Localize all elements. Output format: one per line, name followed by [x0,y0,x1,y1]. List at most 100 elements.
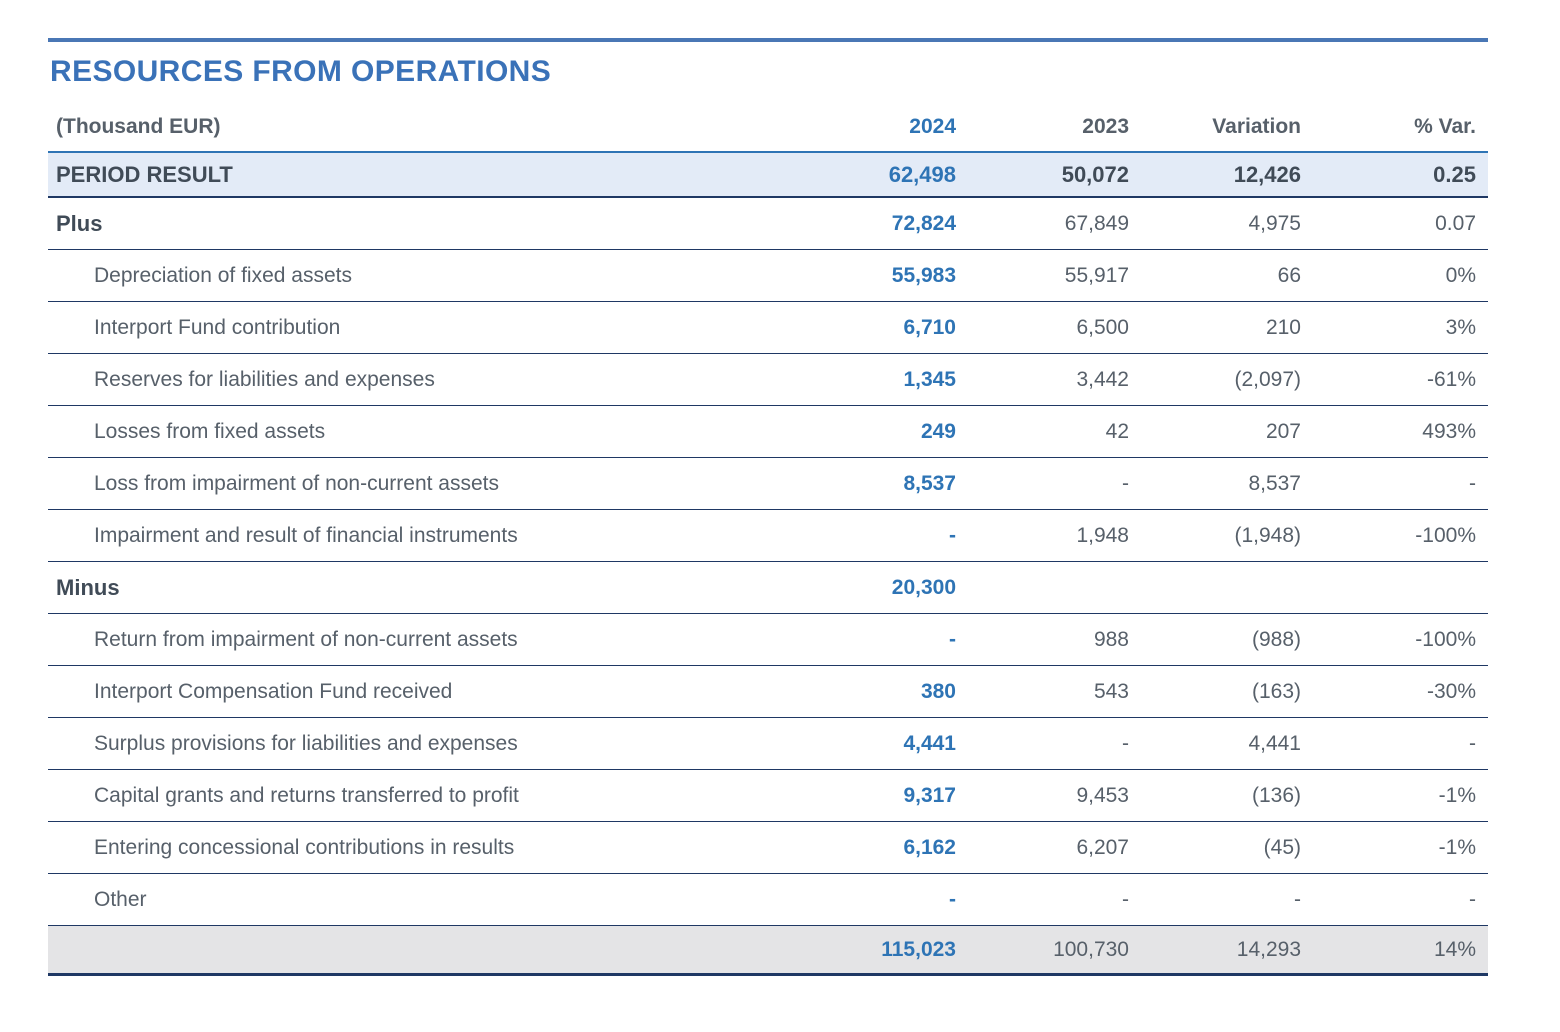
table-body: PERIOD RESULT 62,498 50,072 12,426 0.25 … [48,151,1488,976]
row-label: Losses from fixed assets [94,419,326,443]
table-row: Depreciation of fixed assets 55,983 55,9… [48,250,1488,302]
table-row: Minus 20,300 [48,562,1488,614]
value-variation: 66 [1277,263,1301,287]
value-2023: 100,730 [1053,937,1129,961]
value-variation: (45) [1263,835,1301,859]
row-label: PERIOD RESULT [56,161,233,187]
row-label: Impairment and result of financial instr… [94,523,518,547]
row-label: Capital grants and returns transferred t… [94,783,519,807]
value-2024: - [949,627,956,651]
table-row: Entering concessional contributions in r… [48,822,1488,874]
value-2024: 55,983 [891,263,956,287]
resources-table: (Thousand EUR) 2024 2023 Variation % Var… [48,103,1488,976]
value-2024: 62,498 [888,161,956,187]
value-pct-var: - [1469,731,1476,755]
value-variation: 12,426 [1233,161,1301,187]
table-row: Surplus provisions for liabilities and e… [48,718,1488,770]
row-label: Interport Compensation Fund received [94,679,453,703]
row-label: Interport Fund contribution [94,315,341,339]
value-variation: 4,975 [1248,211,1301,235]
column-header-2023: 2023 [1082,115,1129,138]
value-variation: 207 [1265,419,1301,443]
value-variation: 8,537 [1248,471,1301,495]
table-header: (Thousand EUR) 2024 2023 Variation % Var… [48,103,1488,151]
value-2023: 67,849 [1064,211,1129,235]
row-label: Plus [56,210,103,236]
row-label: Return from impairment of non-current as… [94,627,518,651]
table-row: Loss from impairment of non-current asse… [48,458,1488,510]
report-content: RESOURCES FROM OPERATIONS (Thousand EUR)… [48,0,1488,976]
value-2023: 55,917 [1064,263,1129,287]
value-2023: - [1122,471,1129,495]
table-row: Impairment and result of financial instr… [48,510,1488,562]
top-rule-divider [48,38,1488,42]
value-pct-var: 3% [1445,315,1476,339]
column-header-pct-var: % Var. [1414,115,1476,138]
value-pct-var: -1% [1438,835,1476,859]
value-pct-var: -30% [1426,679,1476,703]
value-2023: 3,442 [1076,367,1129,391]
value-pct-var: 0.25 [1433,161,1476,187]
table-row: Return from impairment of non-current as… [48,614,1488,666]
unit-label: (Thousand EUR) [56,115,221,138]
table-row: Other - - - - [48,874,1488,926]
value-2024: 4,441 [903,731,956,755]
value-2024: 9,317 [903,783,956,807]
table-row: Capital grants and returns transferred t… [48,770,1488,822]
value-2024: 6,162 [903,835,956,859]
value-2023: 6,207 [1076,835,1129,859]
value-variation: 210 [1265,315,1301,339]
table-row: PERIOD RESULT 62,498 50,072 12,426 0.25 [48,151,1488,198]
row-label: Minus [56,574,120,600]
value-2023: 988 [1093,627,1129,651]
value-2023: 9,453 [1076,783,1129,807]
value-2024: 115,023 [881,937,956,961]
value-2024: 72,824 [891,211,956,235]
value-pct-var: 0.07 [1435,211,1476,235]
page-title: RESOURCES FROM OPERATIONS [50,55,552,88]
value-2024: 1,345 [903,367,956,391]
value-variation: (2,097) [1234,367,1301,391]
value-variation: (163) [1251,679,1301,703]
value-2024: 8,537 [903,471,956,495]
value-variation: 14,293 [1236,937,1301,961]
table-row: Reserves for liabilities and expenses 1,… [48,354,1488,406]
value-2024: - [949,523,956,547]
value-variation: (136) [1251,783,1301,807]
row-label: Other [94,887,147,911]
value-pct-var: - [1469,887,1476,911]
column-header-variation: Variation [1212,115,1301,138]
value-variation: 4,441 [1248,731,1301,755]
value-pct-var: -100% [1415,627,1476,651]
value-2024: 249 [920,419,956,443]
row-label: Reserves for liabilities and expenses [94,367,435,391]
value-2023: 543 [1093,679,1129,703]
table-row: Losses from fixed assets 249 42 207 493% [48,406,1488,458]
value-variation: (988) [1251,627,1301,651]
value-pct-var: -100% [1415,523,1476,547]
table-row: 115,023 100,730 14,293 14% [48,926,1488,976]
value-2023: 1,948 [1076,523,1129,547]
value-2023: 50,072 [1061,161,1129,187]
value-2024: - [949,887,956,911]
value-pct-var: -1% [1438,783,1476,807]
value-2024: 20,300 [891,575,956,599]
table-row: Plus 72,824 67,849 4,975 0.07 [48,198,1488,250]
value-2024: 6,710 [903,315,956,339]
value-2023: 6,500 [1076,315,1129,339]
value-2023: - [1122,731,1129,755]
row-label: Loss from impairment of non-current asse… [94,471,499,495]
value-pct-var: - [1469,471,1476,495]
value-2023: - [1122,887,1129,911]
table-row: Interport Fund contribution 6,710 6,500 … [48,302,1488,354]
value-pct-var: -61% [1426,367,1476,391]
row-label: Entering concessional contributions in r… [94,835,515,859]
value-2024: 380 [920,679,956,703]
column-header-2024: 2024 [909,115,956,138]
value-pct-var: 0% [1445,263,1476,287]
value-variation: (1,948) [1234,523,1301,547]
value-variation: - [1294,887,1301,911]
value-pct-var: 493% [1422,419,1476,443]
row-label: Surplus provisions for liabilities and e… [94,731,518,755]
